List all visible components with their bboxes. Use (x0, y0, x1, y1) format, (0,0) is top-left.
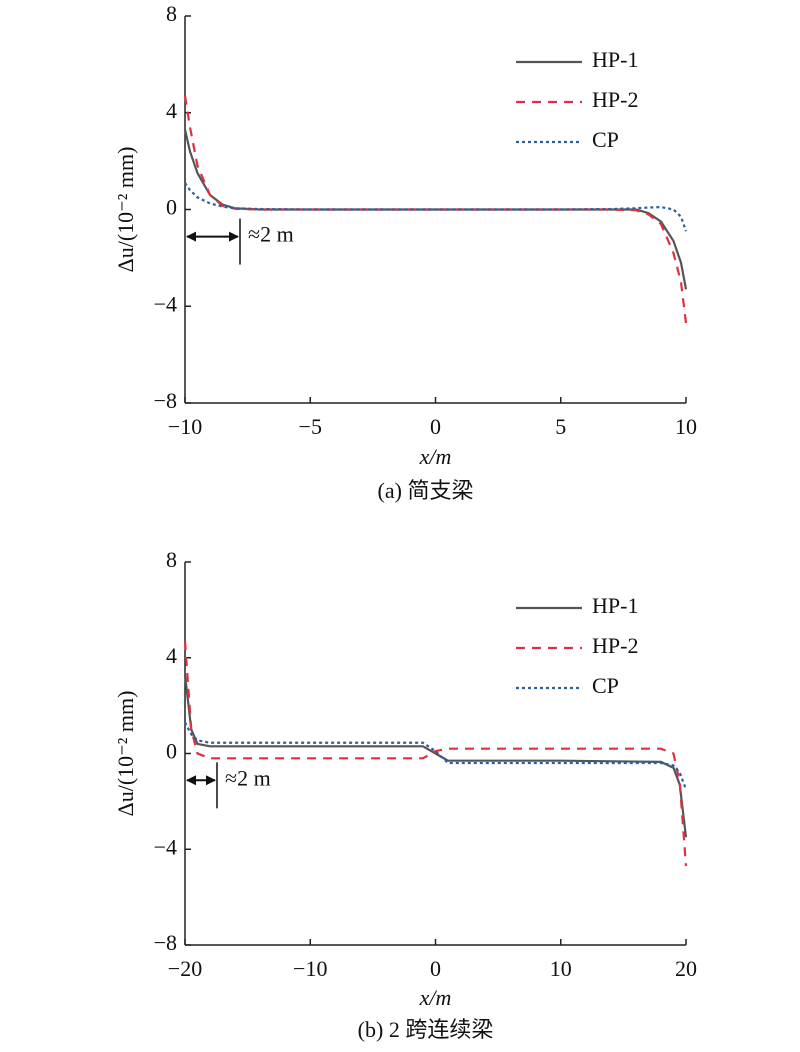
x-tick-label: 20 (675, 956, 697, 981)
y-tick-label: 0 (166, 195, 177, 220)
y-tick-label: 4 (166, 643, 177, 668)
y-tick-label: 8 (166, 1, 177, 26)
x-tick-label: −20 (168, 956, 202, 981)
series-line (184, 721, 688, 790)
y-tick-label: −8 (154, 388, 177, 413)
y-tick-label: 8 (166, 547, 177, 572)
y-tick-label: 0 (166, 739, 177, 764)
x-tick-label: 10 (675, 414, 697, 439)
series-line (184, 182, 688, 232)
x-axis-label: x/m (419, 444, 452, 469)
y-tick-label: −4 (154, 291, 177, 316)
x-tick-label: −5 (299, 414, 322, 439)
x-tick-label: 0 (430, 956, 441, 981)
y-axis-label: Δu/(10⁻² mm) (113, 691, 138, 817)
y-axis-label: Δu/(10⁻² mm) (113, 147, 138, 273)
x-tick-label: 5 (555, 414, 566, 439)
legend-label: HP-2 (592, 87, 638, 112)
y-tick-label: −8 (154, 930, 177, 955)
legend-label: HP-1 (592, 47, 638, 72)
x-tick-label: −10 (293, 956, 327, 981)
x-axis-label: x/m (419, 985, 452, 1010)
x-tick-label: −10 (168, 414, 202, 439)
annotation: ≈2 m (225, 765, 271, 790)
legend-label: HP-2 (592, 633, 638, 658)
legend-label: HP-1 (592, 593, 638, 618)
caption: (a) 简支梁 (378, 478, 474, 503)
x-tick-label: 10 (550, 956, 572, 981)
legend-label: CP (592, 673, 619, 698)
y-tick-label: 4 (166, 98, 177, 123)
legend-label: CP (592, 127, 619, 152)
arrow-head (186, 775, 216, 786)
caption: (b) 2 跨连续梁 (358, 1017, 494, 1042)
annotation: ≈2 m (248, 222, 294, 247)
series-line (183, 640, 688, 867)
x-tick-label: 0 (430, 414, 441, 439)
series-line (183, 674, 688, 838)
y-tick-label: −4 (154, 834, 177, 859)
